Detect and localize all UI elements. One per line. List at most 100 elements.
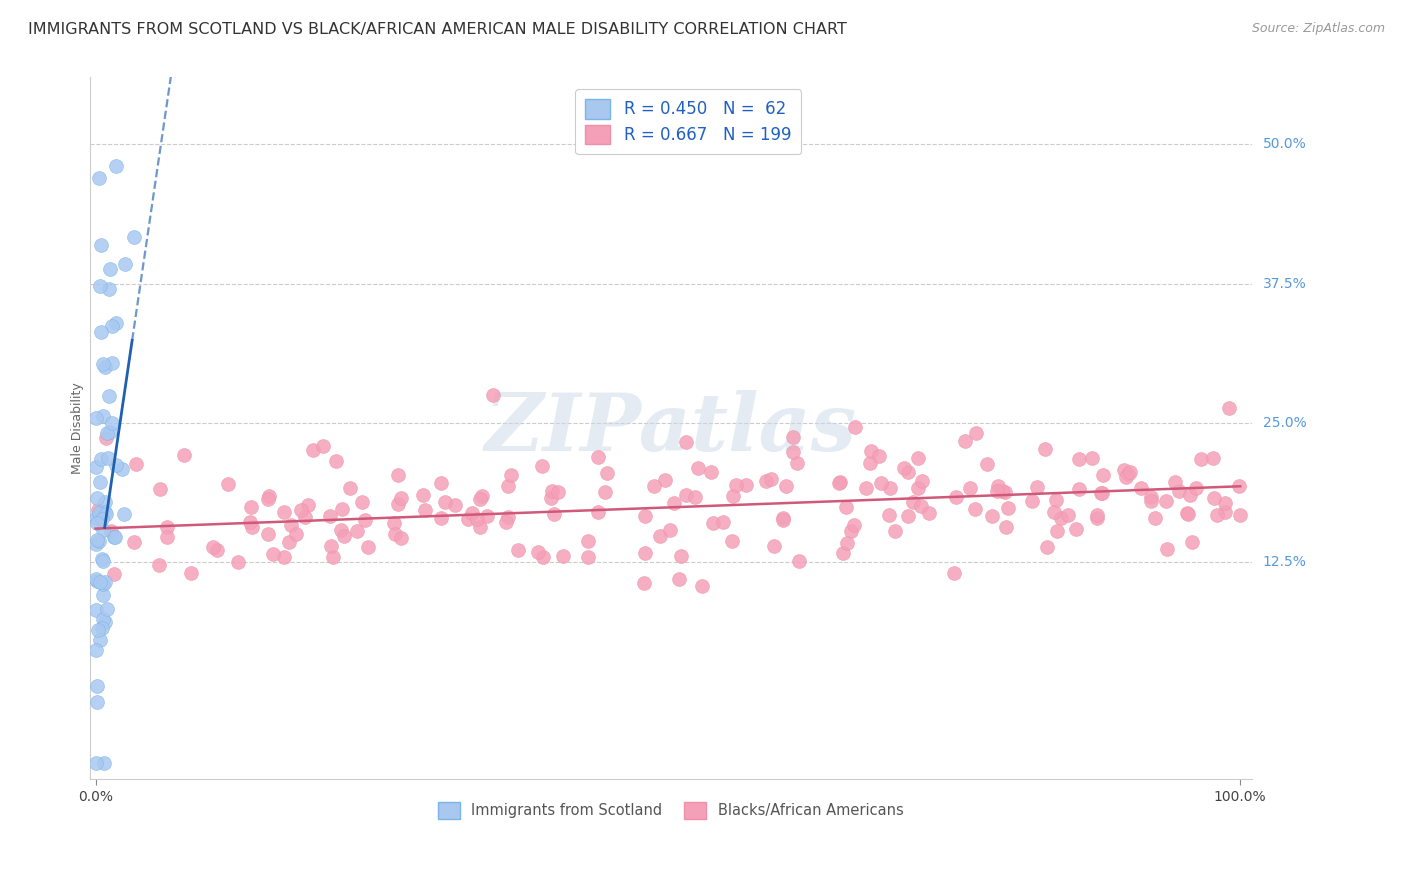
Point: [711, 515, 734, 529]
Point: [1045, 492, 1067, 507]
Point: [180, 566, 202, 580]
Point: [277, 535, 299, 549]
Point: [173, 448, 195, 462]
Point: [1116, 467, 1139, 481]
Point: [1229, 508, 1251, 522]
Point: [543, 507, 565, 521]
Point: [290, 503, 312, 517]
Point: [97, 451, 120, 466]
Point: [93, 756, 115, 770]
Point: [384, 526, 406, 541]
Point: [844, 517, 866, 532]
Point: [869, 475, 891, 490]
Point: [1021, 493, 1043, 508]
Point: [332, 529, 354, 543]
Point: [945, 490, 967, 504]
Point: [1139, 490, 1161, 504]
Point: [669, 549, 692, 563]
Point: [339, 481, 361, 495]
Point: [995, 520, 1018, 534]
Point: [1085, 508, 1108, 523]
Point: [541, 483, 564, 498]
Point: [530, 459, 553, 474]
Point: [98, 282, 121, 296]
Text: 25.0%: 25.0%: [1263, 416, 1306, 430]
Point: [1046, 524, 1069, 538]
Point: [98, 262, 121, 277]
Point: [148, 483, 170, 497]
Point: [1092, 468, 1115, 483]
Point: [907, 450, 929, 465]
Point: [350, 495, 373, 509]
Point: [465, 512, 488, 526]
Point: [461, 506, 484, 520]
Point: [648, 529, 671, 543]
Point: [90, 325, 112, 339]
Point: [294, 510, 316, 524]
Point: [226, 555, 249, 569]
Point: [122, 230, 145, 244]
Point: [531, 549, 554, 564]
Point: [89, 632, 111, 647]
Point: [837, 536, 859, 550]
Point: [859, 444, 882, 458]
Point: [205, 542, 228, 557]
Point: [994, 485, 1017, 500]
Point: [1154, 494, 1177, 508]
Point: [897, 509, 920, 524]
Point: [508, 542, 530, 557]
Point: [879, 481, 901, 495]
Point: [997, 500, 1019, 515]
Point: [896, 465, 918, 479]
Point: [963, 502, 986, 516]
Point: [94, 574, 117, 589]
Point: [87, 506, 110, 520]
Point: [1067, 482, 1090, 496]
Point: [273, 505, 295, 519]
Point: [1218, 401, 1240, 415]
Point: [668, 572, 690, 586]
Point: [94, 505, 117, 519]
Point: [633, 575, 655, 590]
Point: [90, 237, 112, 252]
Point: [540, 491, 562, 506]
Point: [1066, 522, 1088, 536]
Point: [839, 524, 862, 538]
Point: [986, 484, 1008, 499]
Point: [1091, 485, 1114, 500]
Point: [91, 552, 114, 566]
Point: [1175, 506, 1198, 520]
Point: [981, 509, 1004, 524]
Point: [105, 316, 128, 330]
Point: [868, 449, 890, 463]
Point: [330, 524, 353, 538]
Point: [98, 425, 121, 439]
Point: [332, 501, 354, 516]
Point: [357, 540, 380, 554]
Point: [482, 388, 505, 402]
Point: [217, 477, 239, 491]
Point: [835, 500, 858, 515]
Point: [643, 478, 665, 492]
Point: [93, 357, 115, 371]
Point: [976, 457, 998, 471]
Point: [496, 509, 519, 524]
Point: [413, 502, 436, 516]
Point: [468, 491, 491, 506]
Point: [1156, 542, 1178, 557]
Point: [387, 497, 409, 511]
Point: [782, 430, 804, 444]
Point: [125, 457, 148, 471]
Point: [302, 443, 325, 458]
Point: [1202, 491, 1225, 505]
Point: [86, 491, 108, 505]
Point: [1189, 451, 1212, 466]
Point: [685, 490, 707, 504]
Point: [1081, 450, 1104, 465]
Point: [312, 439, 335, 453]
Point: [1139, 493, 1161, 508]
Point: [787, 554, 810, 568]
Point: [101, 318, 124, 333]
Point: [1112, 463, 1135, 477]
Point: [90, 511, 112, 525]
